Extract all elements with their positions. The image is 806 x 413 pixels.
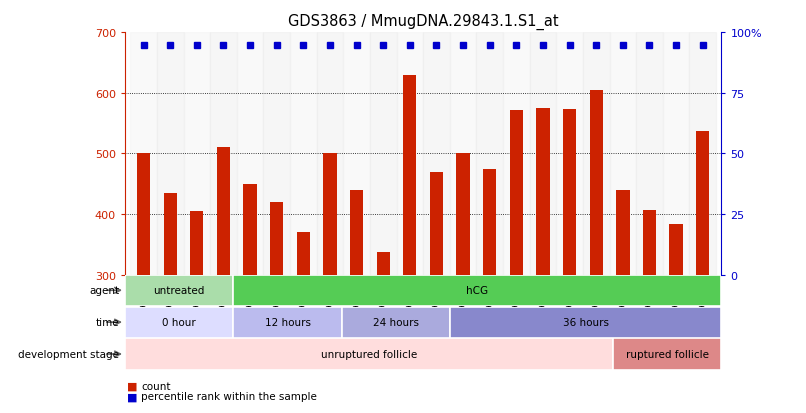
Text: time: time (96, 317, 119, 328)
Bar (376, 253, 390, 275)
Bar (290, 33, 317, 275)
Bar (234, 275, 721, 306)
Bar (617, 190, 629, 275)
Bar (217, 148, 230, 275)
Bar (317, 33, 343, 275)
Bar (397, 33, 423, 275)
Bar (125, 275, 234, 306)
Bar (643, 210, 656, 275)
Bar (125, 339, 613, 370)
Title: GDS3863 / MmugDNA.29843.1.S1_at: GDS3863 / MmugDNA.29843.1.S1_at (288, 14, 559, 30)
Bar (234, 307, 342, 338)
Bar (689, 33, 716, 275)
Bar (613, 339, 721, 370)
Bar (556, 33, 583, 275)
Bar (297, 233, 310, 275)
Text: count: count (141, 381, 171, 391)
Text: 0 hour: 0 hour (162, 317, 196, 328)
Bar (342, 307, 451, 338)
Bar (157, 33, 184, 275)
Bar (663, 33, 689, 275)
Bar (450, 33, 476, 275)
Bar (137, 154, 150, 275)
Bar (609, 33, 636, 275)
Bar (530, 33, 556, 275)
Text: ■: ■ (127, 381, 137, 391)
Bar (589, 90, 603, 275)
Text: 12 hours: 12 hours (264, 317, 310, 328)
Bar (264, 33, 290, 275)
Bar (323, 154, 337, 275)
Bar (476, 33, 503, 275)
Bar (509, 111, 523, 275)
Bar (270, 202, 284, 275)
Bar (430, 172, 443, 275)
Text: ruptured follicle: ruptured follicle (625, 349, 708, 359)
Text: development stage: development stage (19, 349, 119, 359)
Bar (670, 225, 683, 275)
Bar (536, 109, 550, 275)
Text: percentile rank within the sample: percentile rank within the sample (141, 392, 317, 401)
Bar (563, 110, 576, 275)
Bar (451, 307, 721, 338)
Bar (483, 169, 496, 275)
Bar (190, 211, 203, 275)
Bar (125, 307, 234, 338)
Bar (184, 33, 210, 275)
Bar (131, 33, 157, 275)
Text: 24 hours: 24 hours (373, 317, 419, 328)
Bar (343, 33, 370, 275)
Bar (243, 184, 257, 275)
Bar (456, 154, 470, 275)
Text: agent: agent (89, 285, 119, 296)
Bar (210, 33, 237, 275)
Bar (696, 132, 709, 275)
Text: ■: ■ (127, 392, 137, 401)
Bar (583, 33, 609, 275)
Bar (503, 33, 530, 275)
Bar (350, 190, 364, 275)
Bar (636, 33, 663, 275)
Text: 36 hours: 36 hours (563, 317, 609, 328)
Bar (370, 33, 397, 275)
Text: hCG: hCG (467, 285, 488, 296)
Bar (423, 33, 450, 275)
Text: unruptured follicle: unruptured follicle (321, 349, 417, 359)
Bar (403, 76, 417, 275)
Text: untreated: untreated (153, 285, 205, 296)
Bar (237, 33, 264, 275)
Bar (164, 193, 177, 275)
